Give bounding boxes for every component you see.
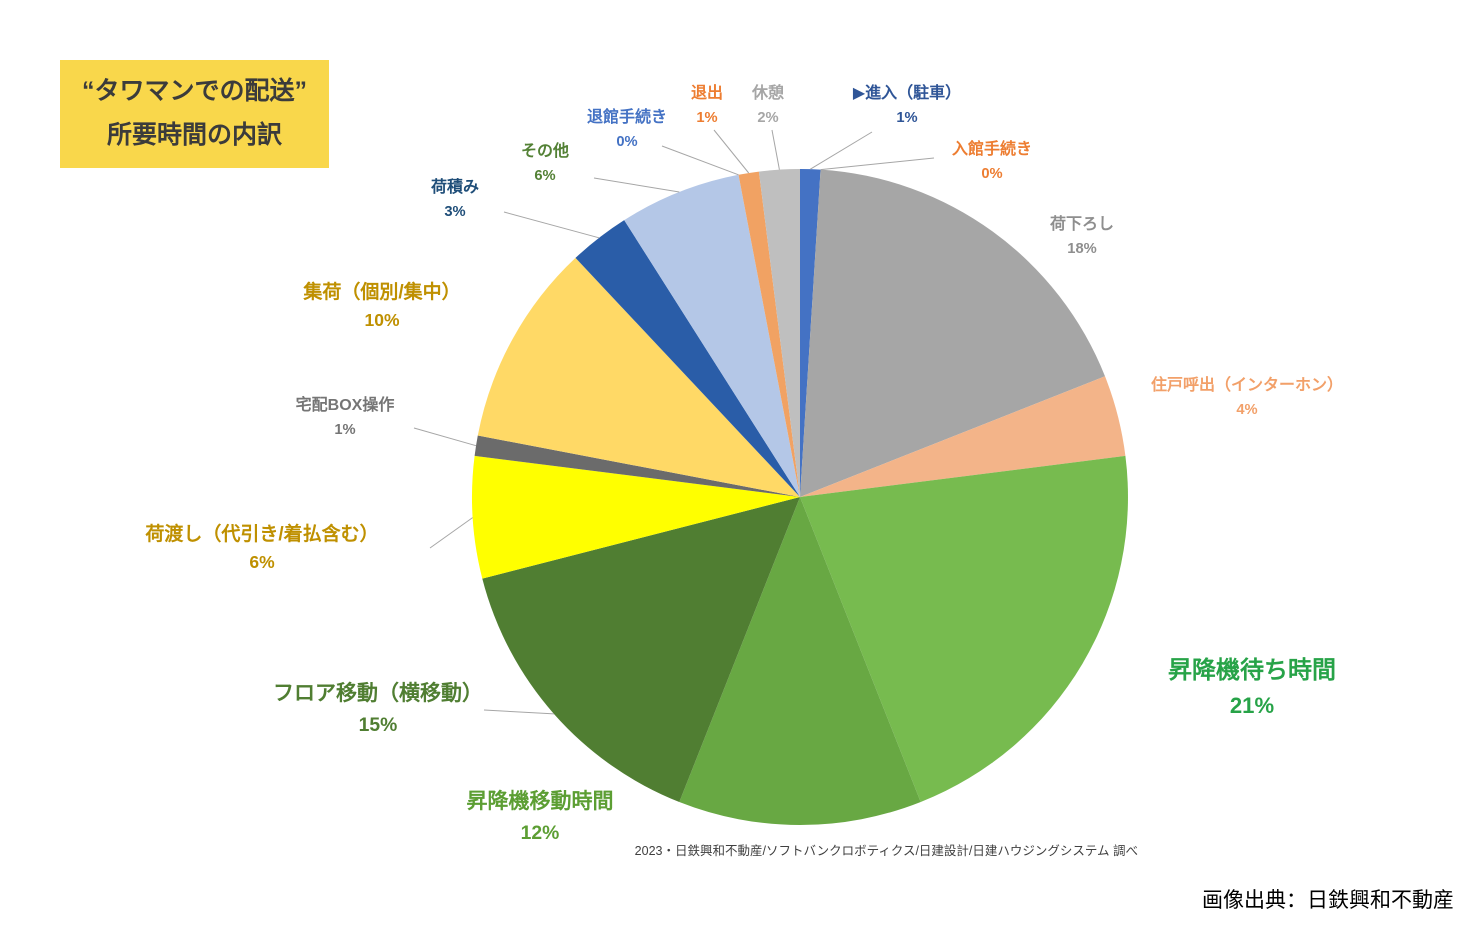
pie-slice-shuka [477, 257, 800, 497]
pie-slice-kyukei [758, 169, 800, 497]
pie-slice-juko-yobidashi [800, 376, 1126, 497]
pie-slice-nioroshi [800, 169, 1105, 497]
image-credit: 画像出典：日鉄興和不動産 [1202, 889, 1454, 912]
leader-line-taishutsu [713, 129, 750, 174]
pie-slice-shokoki-ido [679, 497, 921, 826]
pie-slice-sonota [624, 174, 800, 498]
chart-title-line1: “タワマンでの配送” [82, 77, 308, 105]
pie-slice-nizumi [575, 220, 800, 497]
pie-slice-niwatashi [472, 455, 800, 579]
leader-line-nyukan [820, 157, 935, 171]
leader-line-floor-ido [483, 709, 555, 715]
pie-slice-floor-ido [482, 497, 800, 802]
leader-line-shinnyu [810, 131, 873, 170]
pie-slice-shinnyu [800, 168, 821, 497]
leader-line-nizumi [503, 211, 600, 239]
leader-line-niwatashi [429, 517, 473, 549]
chart-title-line2: 所要時間の内訳 [107, 120, 283, 149]
leader-line-takuhai-box [413, 427, 477, 447]
pie-slice-taishutsu [738, 171, 800, 497]
pie-slice-takuhai-box [474, 435, 800, 497]
leader-line-taikan [661, 145, 739, 176]
pie-slice-shokoki-machi [800, 455, 1128, 802]
survey-source-note: 2023・日鉄興和不動産/ソフトバンクロボティクス/日建設計/日建ハウジングシス… [634, 844, 1138, 858]
chart-title: “タワマンでの配送” 所要時間の内訳 [60, 60, 330, 168]
leader-line-sonota [593, 177, 680, 193]
leader-line-kyukei [771, 129, 780, 170]
